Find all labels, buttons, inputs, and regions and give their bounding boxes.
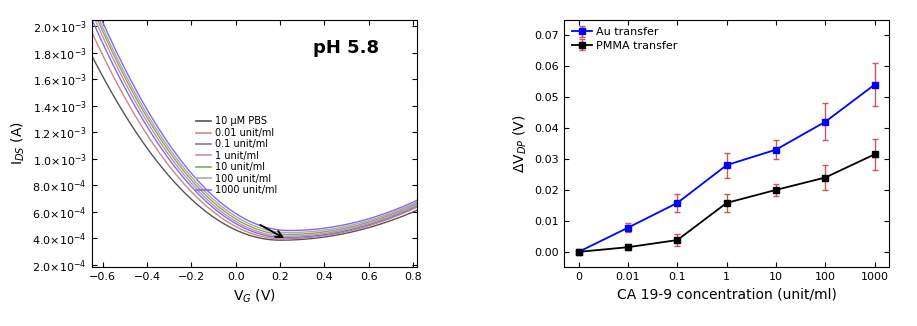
Y-axis label: ΔV$_{DP}$ (V): ΔV$_{DP}$ (V) <box>512 114 529 173</box>
Legend: Au transfer, PMMA transfer: Au transfer, PMMA transfer <box>569 25 679 53</box>
Y-axis label: I$_{DS}$ (A): I$_{DS}$ (A) <box>9 122 27 165</box>
Text: pH 5.8: pH 5.8 <box>313 39 379 57</box>
Legend: 10 μM PBS, 0.01 unit/ml, 0.1 unit/ml, 1 unit/ml, 10 unit/ml, 100 unit/ml, 1000 u: 10 μM PBS, 0.01 unit/ml, 0.1 unit/ml, 1 … <box>194 114 279 197</box>
X-axis label: V$_G$ (V): V$_G$ (V) <box>233 288 276 305</box>
X-axis label: CA 19-9 concentration (unit/ml): CA 19-9 concentration (unit/ml) <box>617 288 836 302</box>
